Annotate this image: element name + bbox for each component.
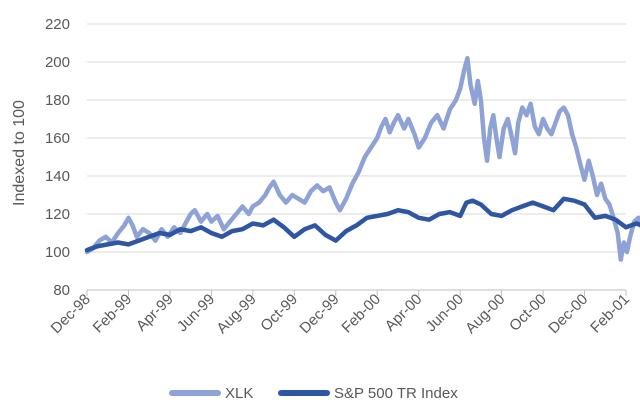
- y-tick-label: 140: [45, 168, 70, 185]
- x-tick-label: Dec-00: [545, 291, 591, 337]
- y-tick-label: 120: [45, 206, 70, 223]
- x-tick-label: Oct-99: [257, 291, 301, 335]
- x-tick-label: Oct-00: [506, 291, 550, 335]
- y-tick-label: 200: [45, 54, 70, 71]
- legend-label-sp500: S&P 500 TR Index: [334, 385, 458, 402]
- y-tick-labels: 80 100 120 140 160 180 200 220: [45, 16, 70, 299]
- y-tick-label: 100: [45, 244, 70, 261]
- y-tick-label: 180: [45, 92, 70, 109]
- legend-label-xlk: XLK: [225, 385, 253, 402]
- y-axis-label: Indexed to 100: [11, 100, 28, 206]
- x-tick-label: Jun-99: [174, 291, 218, 335]
- legend: XLK S&P 500 TR Index: [169, 385, 458, 402]
- x-tick-label: Aug-00: [462, 291, 508, 337]
- x-tick-labels: Dec-98Feb-99Apr-99Jun-99Aug-99Oct-99Dec-…: [48, 291, 633, 337]
- x-tick-label: Feb-01: [587, 291, 633, 337]
- series-line-xlk: [84, 55, 640, 262]
- series-line-sp500: [84, 196, 640, 253]
- y-tick-label: 160: [45, 130, 70, 147]
- x-tick-label: Jun-00: [423, 291, 467, 335]
- y-tick-label: 80: [53, 282, 70, 299]
- x-tick-label: Dec-99: [296, 291, 342, 337]
- x-tick-label: Feb-99: [90, 291, 136, 337]
- y-tick-label: 220: [45, 16, 70, 33]
- x-axis: [86, 289, 627, 296]
- x-tick-label: Aug-99: [213, 291, 259, 337]
- x-tick-label: Apr-99: [133, 291, 177, 335]
- x-tick-label: Apr-00: [382, 291, 426, 335]
- x-tick-label: Feb-00: [338, 291, 384, 337]
- series-layer: [84, 55, 640, 262]
- gridlines: [87, 23, 626, 253]
